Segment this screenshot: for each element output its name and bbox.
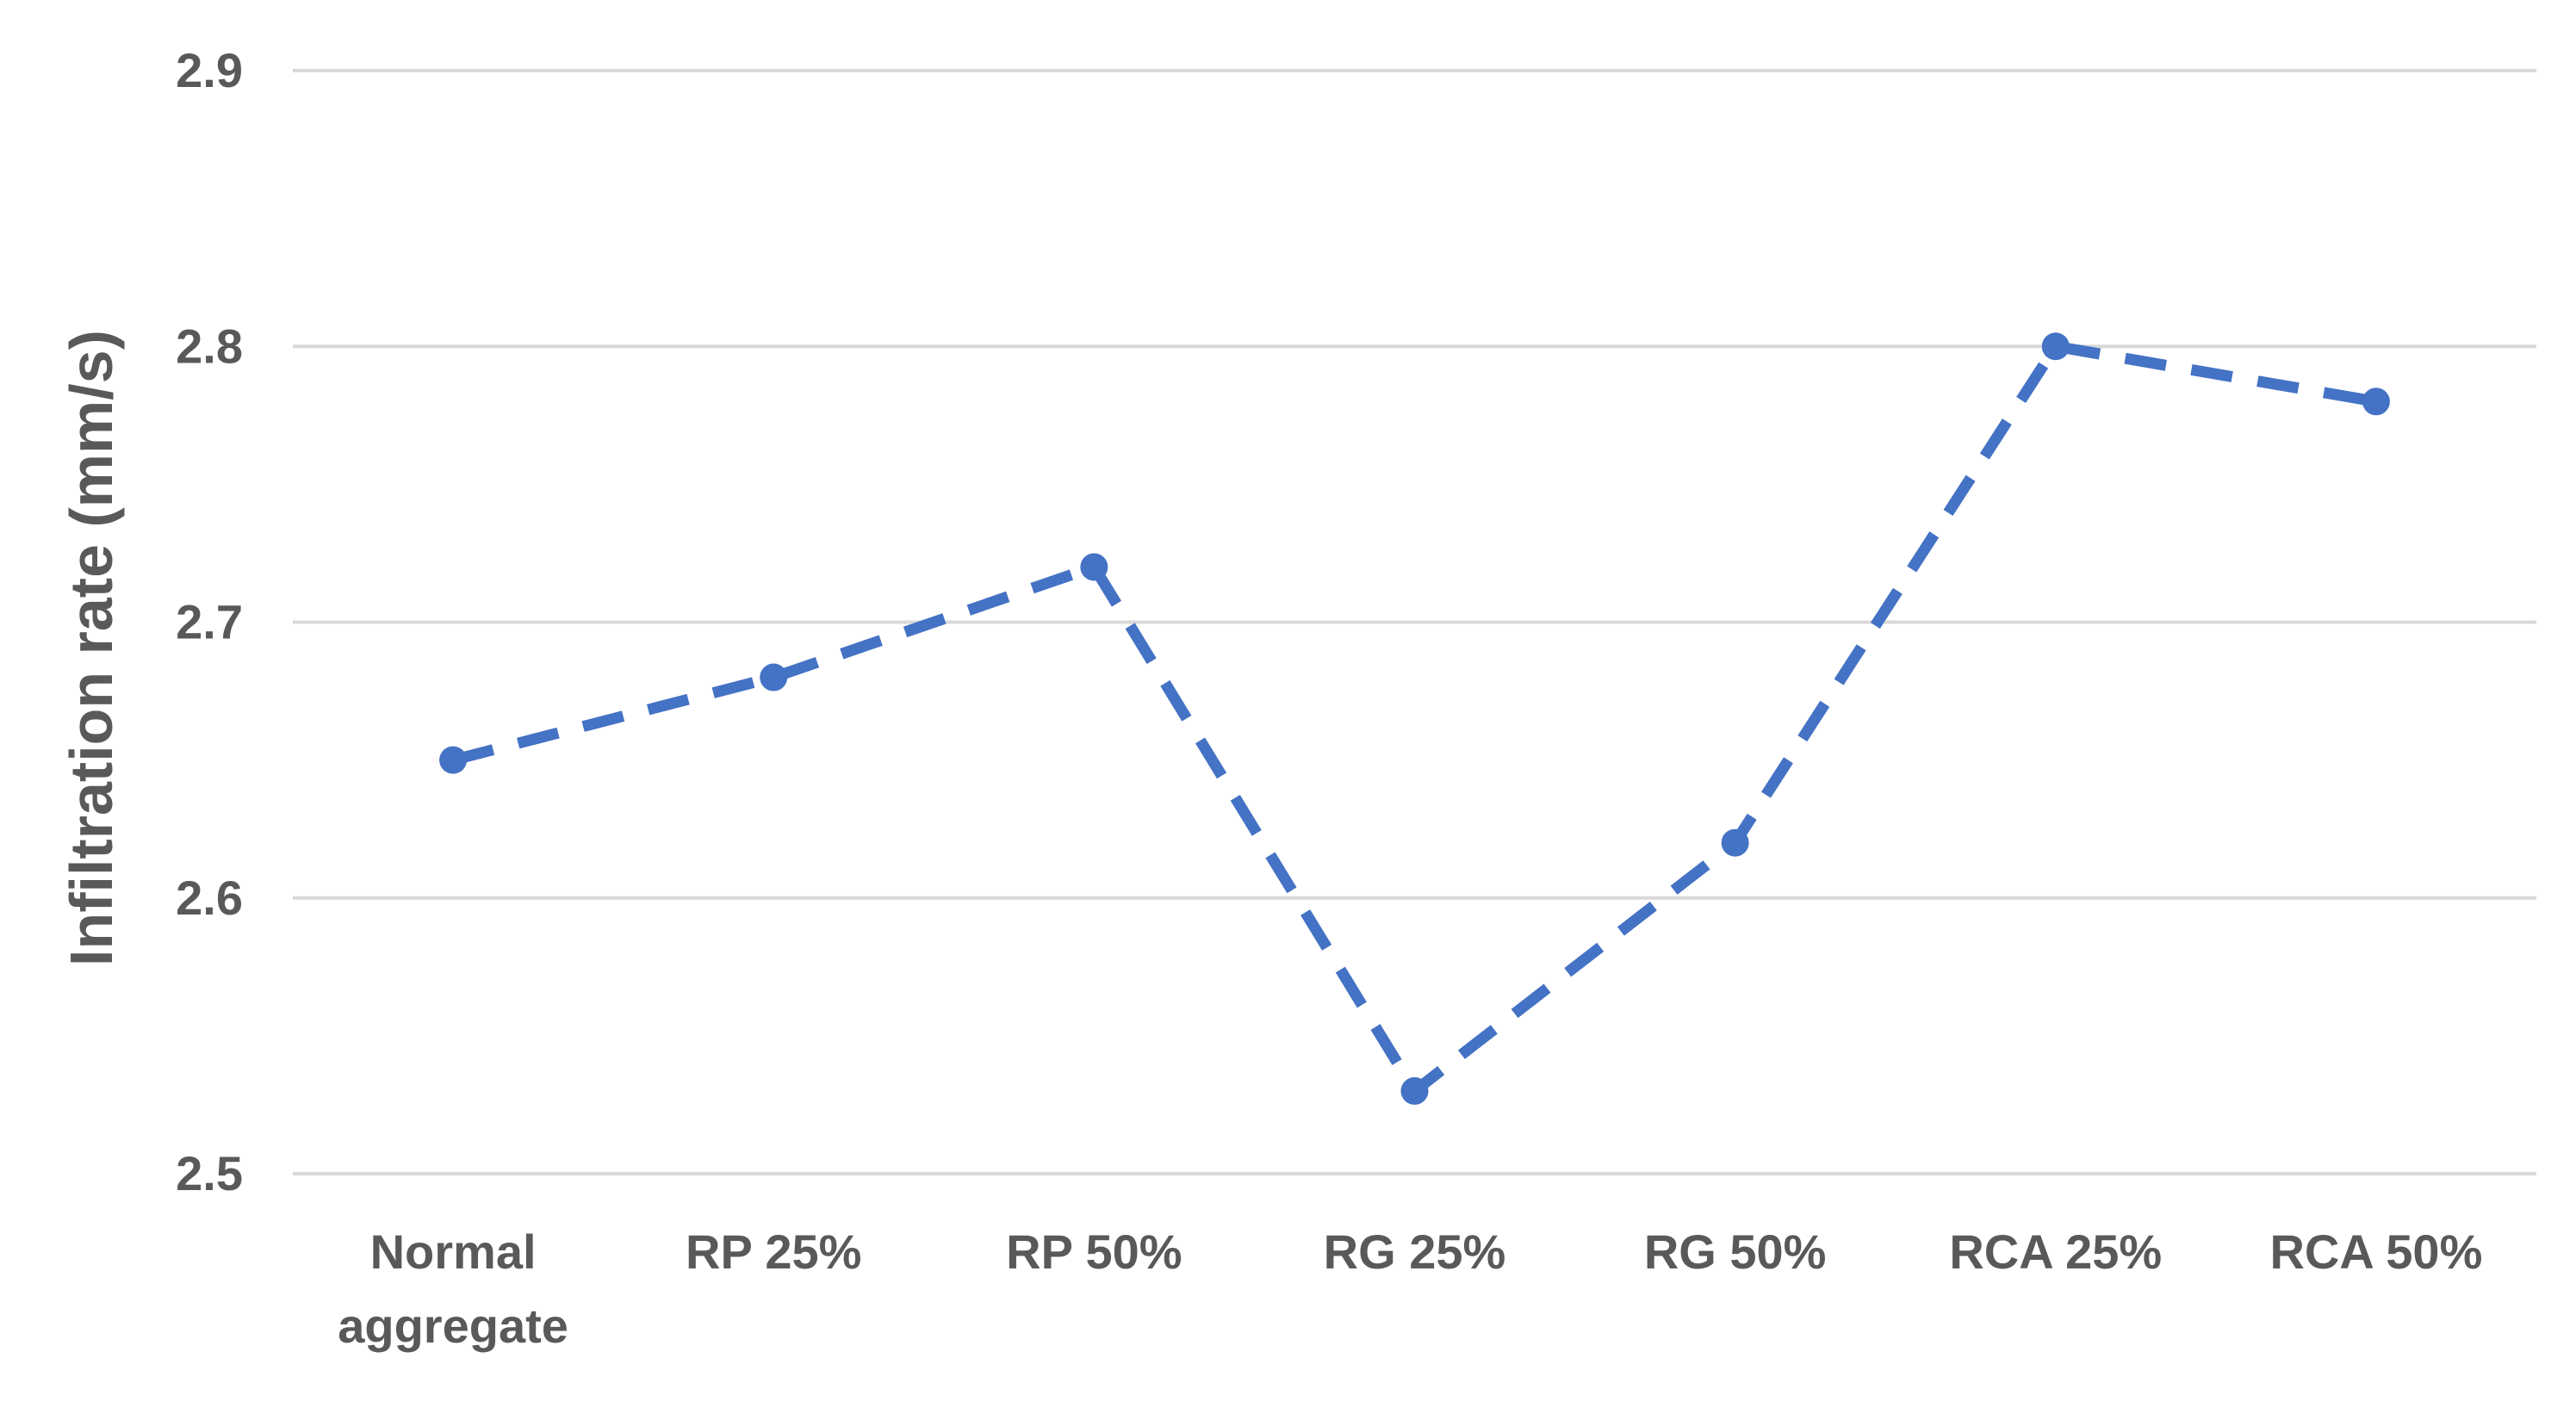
data-point	[1721, 828, 1749, 857]
x-tick-label: RG 50%	[1644, 1225, 1827, 1279]
x-tick-label-line: RG 25%	[1324, 1225, 1506, 1279]
y-tick-label: 2.7	[176, 595, 243, 649]
y-axis-title: Infiltration rate (mm/s)	[58, 330, 125, 966]
y-tick-label: 2.5	[176, 1146, 243, 1200]
x-tick-label-line: Normal	[370, 1225, 537, 1279]
data-point	[439, 746, 468, 774]
x-tick-label: Normal aggregate	[338, 1225, 568, 1353]
series-line	[451, 340, 2378, 1097]
data-point	[1080, 553, 1108, 581]
x-tick-label: RG 25%	[1324, 1225, 1506, 1279]
y-axis-tick-labels: 2.5 2.6 2.7 2.8 2.9	[176, 43, 243, 1200]
gridlines	[293, 69, 2536, 1175]
x-tick-label-line: RCA 25%	[1949, 1225, 2162, 1279]
data-point	[2041, 332, 2070, 361]
y-tick-label: 2.8	[176, 319, 243, 373]
data-point	[760, 663, 788, 691]
series-line-path	[451, 340, 2378, 1097]
x-tick-label-line: RP 50%	[1006, 1225, 1182, 1279]
x-tick-label-line: RCA 50%	[2269, 1225, 2482, 1279]
y-tick-label: 2.9	[176, 43, 243, 97]
data-point	[1400, 1076, 1429, 1105]
x-tick-label: RCA 50%	[2269, 1225, 2482, 1279]
x-axis-tick-labels: Normal aggregate RP 25% RP 50% RG 25% RG 50% R…	[338, 1225, 2482, 1353]
x-tick-label: RP 50%	[1006, 1225, 1182, 1279]
x-tick-label-line: aggregate	[338, 1299, 568, 1353]
y-tick-label: 2.6	[176, 871, 243, 925]
x-tick-label: RP 25%	[686, 1225, 861, 1279]
x-tick-label: RCA 25%	[1949, 1225, 2162, 1279]
x-tick-label-line: RG 50%	[1644, 1225, 1827, 1279]
data-point	[2362, 388, 2390, 416]
series-points	[439, 332, 2390, 1105]
x-tick-label-line: RP 25%	[686, 1225, 861, 1279]
